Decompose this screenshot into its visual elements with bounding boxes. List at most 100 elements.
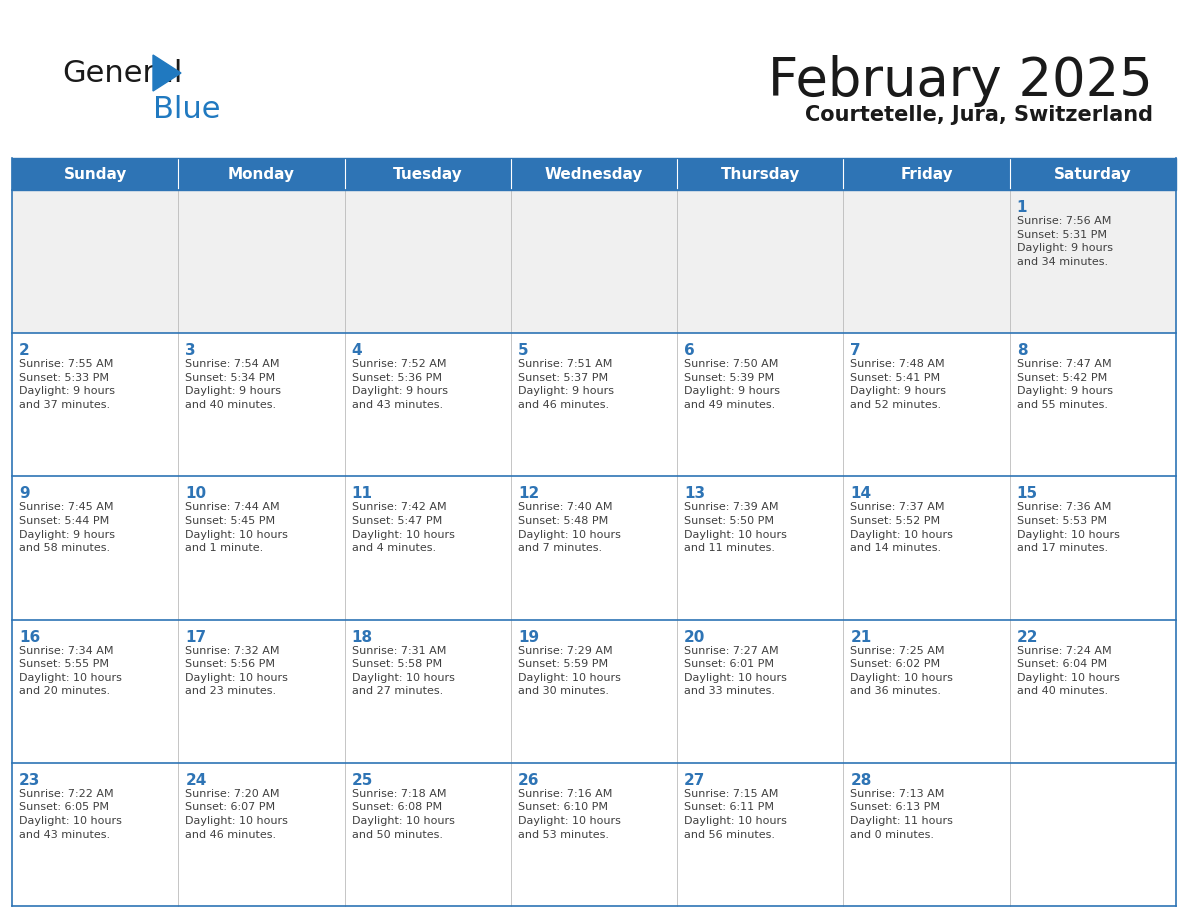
Bar xyxy=(345,476,511,620)
Text: 8: 8 xyxy=(1017,343,1028,358)
Bar xyxy=(1010,158,1176,190)
Text: 18: 18 xyxy=(352,630,373,644)
Text: 6: 6 xyxy=(684,343,695,358)
Bar xyxy=(843,763,1010,906)
Bar xyxy=(511,158,677,190)
Text: Sunrise: 7:40 AM
Sunset: 5:48 PM
Daylight: 10 hours
and 7 minutes.: Sunrise: 7:40 AM Sunset: 5:48 PM Dayligh… xyxy=(518,502,621,554)
Text: Saturday: Saturday xyxy=(1054,166,1132,182)
Bar xyxy=(12,620,178,763)
Text: 14: 14 xyxy=(851,487,872,501)
Text: 24: 24 xyxy=(185,773,207,788)
Text: Sunrise: 7:13 AM
Sunset: 6:13 PM
Daylight: 11 hours
and 0 minutes.: Sunrise: 7:13 AM Sunset: 6:13 PM Dayligh… xyxy=(851,789,953,840)
Text: Sunrise: 7:42 AM
Sunset: 5:47 PM
Daylight: 10 hours
and 4 minutes.: Sunrise: 7:42 AM Sunset: 5:47 PM Dayligh… xyxy=(352,502,455,554)
Text: Monday: Monday xyxy=(228,166,295,182)
Text: Sunrise: 7:48 AM
Sunset: 5:41 PM
Daylight: 9 hours
and 52 minutes.: Sunrise: 7:48 AM Sunset: 5:41 PM Dayligh… xyxy=(851,359,947,410)
Bar xyxy=(12,333,178,476)
Text: 11: 11 xyxy=(352,487,373,501)
Text: General: General xyxy=(62,59,183,87)
Bar xyxy=(178,158,345,190)
Text: 13: 13 xyxy=(684,487,706,501)
Text: Sunrise: 7:56 AM
Sunset: 5:31 PM
Daylight: 9 hours
and 34 minutes.: Sunrise: 7:56 AM Sunset: 5:31 PM Dayligh… xyxy=(1017,216,1113,267)
Text: 17: 17 xyxy=(185,630,207,644)
Bar xyxy=(345,158,511,190)
Text: 2: 2 xyxy=(19,343,30,358)
Text: Thursday: Thursday xyxy=(721,166,800,182)
Text: Sunrise: 7:52 AM
Sunset: 5:36 PM
Daylight: 9 hours
and 43 minutes.: Sunrise: 7:52 AM Sunset: 5:36 PM Dayligh… xyxy=(352,359,448,410)
Text: Sunrise: 7:36 AM
Sunset: 5:53 PM
Daylight: 10 hours
and 17 minutes.: Sunrise: 7:36 AM Sunset: 5:53 PM Dayligh… xyxy=(1017,502,1119,554)
Bar xyxy=(1010,620,1176,763)
Text: Blue: Blue xyxy=(153,95,221,125)
Text: Sunrise: 7:39 AM
Sunset: 5:50 PM
Daylight: 10 hours
and 11 minutes.: Sunrise: 7:39 AM Sunset: 5:50 PM Dayligh… xyxy=(684,502,786,554)
Text: Sunrise: 7:18 AM
Sunset: 6:08 PM
Daylight: 10 hours
and 50 minutes.: Sunrise: 7:18 AM Sunset: 6:08 PM Dayligh… xyxy=(352,789,455,840)
Text: 20: 20 xyxy=(684,630,706,644)
Text: 12: 12 xyxy=(518,487,539,501)
Text: Sunrise: 7:54 AM
Sunset: 5:34 PM
Daylight: 9 hours
and 40 minutes.: Sunrise: 7:54 AM Sunset: 5:34 PM Dayligh… xyxy=(185,359,282,410)
Text: Sunrise: 7:29 AM
Sunset: 5:59 PM
Daylight: 10 hours
and 30 minutes.: Sunrise: 7:29 AM Sunset: 5:59 PM Dayligh… xyxy=(518,645,621,697)
Bar xyxy=(178,476,345,620)
Text: 3: 3 xyxy=(185,343,196,358)
Bar xyxy=(677,620,843,763)
Bar xyxy=(1010,190,1176,333)
Text: Sunrise: 7:45 AM
Sunset: 5:44 PM
Daylight: 9 hours
and 58 minutes.: Sunrise: 7:45 AM Sunset: 5:44 PM Dayligh… xyxy=(19,502,115,554)
Bar xyxy=(345,333,511,476)
Text: Friday: Friday xyxy=(901,166,953,182)
Bar xyxy=(345,620,511,763)
Text: Sunrise: 7:25 AM
Sunset: 6:02 PM
Daylight: 10 hours
and 36 minutes.: Sunrise: 7:25 AM Sunset: 6:02 PM Dayligh… xyxy=(851,645,953,697)
Bar xyxy=(12,158,1176,190)
Bar xyxy=(677,158,843,190)
Text: 25: 25 xyxy=(352,773,373,788)
Text: February 2025: February 2025 xyxy=(769,55,1154,107)
Bar xyxy=(511,763,677,906)
Text: 19: 19 xyxy=(518,630,539,644)
Bar xyxy=(843,333,1010,476)
Bar xyxy=(511,620,677,763)
Bar xyxy=(1010,333,1176,476)
Text: Sunrise: 7:51 AM
Sunset: 5:37 PM
Daylight: 9 hours
and 46 minutes.: Sunrise: 7:51 AM Sunset: 5:37 PM Dayligh… xyxy=(518,359,614,410)
Text: 28: 28 xyxy=(851,773,872,788)
Text: 9: 9 xyxy=(19,487,30,501)
Text: 4: 4 xyxy=(352,343,362,358)
Bar xyxy=(843,158,1010,190)
Text: Sunrise: 7:55 AM
Sunset: 5:33 PM
Daylight: 9 hours
and 37 minutes.: Sunrise: 7:55 AM Sunset: 5:33 PM Dayligh… xyxy=(19,359,115,410)
Bar xyxy=(1010,763,1176,906)
Text: 15: 15 xyxy=(1017,487,1038,501)
Text: 27: 27 xyxy=(684,773,706,788)
Bar xyxy=(12,763,178,906)
Text: Courtetelle, Jura, Switzerland: Courtetelle, Jura, Switzerland xyxy=(805,105,1154,125)
Text: 10: 10 xyxy=(185,487,207,501)
Text: Sunrise: 7:50 AM
Sunset: 5:39 PM
Daylight: 9 hours
and 49 minutes.: Sunrise: 7:50 AM Sunset: 5:39 PM Dayligh… xyxy=(684,359,781,410)
Bar xyxy=(511,476,677,620)
Text: 1: 1 xyxy=(1017,200,1028,215)
Text: 23: 23 xyxy=(19,773,40,788)
Text: Sunrise: 7:32 AM
Sunset: 5:56 PM
Daylight: 10 hours
and 23 minutes.: Sunrise: 7:32 AM Sunset: 5:56 PM Dayligh… xyxy=(185,645,289,697)
Text: Sunrise: 7:44 AM
Sunset: 5:45 PM
Daylight: 10 hours
and 1 minute.: Sunrise: 7:44 AM Sunset: 5:45 PM Dayligh… xyxy=(185,502,289,554)
Bar xyxy=(345,190,511,333)
Text: 7: 7 xyxy=(851,343,861,358)
Bar xyxy=(12,476,178,620)
Bar xyxy=(178,620,345,763)
Bar xyxy=(677,763,843,906)
Text: Wednesday: Wednesday xyxy=(545,166,643,182)
Text: Sunrise: 7:47 AM
Sunset: 5:42 PM
Daylight: 9 hours
and 55 minutes.: Sunrise: 7:47 AM Sunset: 5:42 PM Dayligh… xyxy=(1017,359,1113,410)
Text: Sunrise: 7:24 AM
Sunset: 6:04 PM
Daylight: 10 hours
and 40 minutes.: Sunrise: 7:24 AM Sunset: 6:04 PM Dayligh… xyxy=(1017,645,1119,697)
Polygon shape xyxy=(153,55,181,91)
Bar xyxy=(178,763,345,906)
Text: Sunrise: 7:31 AM
Sunset: 5:58 PM
Daylight: 10 hours
and 27 minutes.: Sunrise: 7:31 AM Sunset: 5:58 PM Dayligh… xyxy=(352,645,455,697)
Text: 22: 22 xyxy=(1017,630,1038,644)
Bar xyxy=(677,333,843,476)
Bar xyxy=(178,190,345,333)
Text: Sunrise: 7:16 AM
Sunset: 6:10 PM
Daylight: 10 hours
and 53 minutes.: Sunrise: 7:16 AM Sunset: 6:10 PM Dayligh… xyxy=(518,789,621,840)
Text: Sunrise: 7:22 AM
Sunset: 6:05 PM
Daylight: 10 hours
and 43 minutes.: Sunrise: 7:22 AM Sunset: 6:05 PM Dayligh… xyxy=(19,789,122,840)
Bar xyxy=(843,190,1010,333)
Text: Sunrise: 7:15 AM
Sunset: 6:11 PM
Daylight: 10 hours
and 56 minutes.: Sunrise: 7:15 AM Sunset: 6:11 PM Dayligh… xyxy=(684,789,786,840)
Text: Sunday: Sunday xyxy=(63,166,127,182)
Text: 16: 16 xyxy=(19,630,40,644)
Bar xyxy=(12,190,178,333)
Bar xyxy=(12,158,178,190)
Bar xyxy=(1010,476,1176,620)
Bar xyxy=(677,476,843,620)
Bar xyxy=(843,620,1010,763)
Bar xyxy=(178,333,345,476)
Text: Sunrise: 7:20 AM
Sunset: 6:07 PM
Daylight: 10 hours
and 46 minutes.: Sunrise: 7:20 AM Sunset: 6:07 PM Dayligh… xyxy=(185,789,289,840)
Text: Sunrise: 7:34 AM
Sunset: 5:55 PM
Daylight: 10 hours
and 20 minutes.: Sunrise: 7:34 AM Sunset: 5:55 PM Dayligh… xyxy=(19,645,122,697)
